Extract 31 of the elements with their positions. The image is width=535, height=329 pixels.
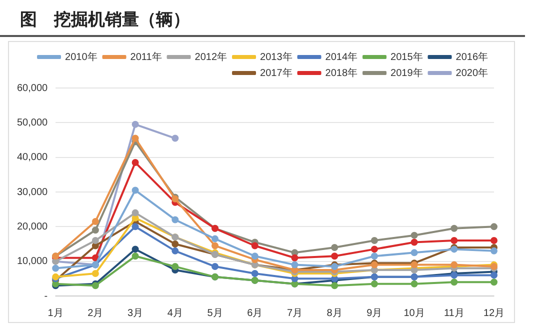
x-tick-label: 2月 bbox=[88, 308, 104, 319]
chart-title: 图 挖掘机销量（辆） bbox=[0, 4, 525, 37]
y-tick-label: 10,000 bbox=[16, 256, 48, 268]
x-tick-label: 12月 bbox=[483, 308, 505, 319]
x-tick-label: 3月 bbox=[128, 308, 144, 319]
x-tick-label: 11月 bbox=[444, 308, 464, 319]
y-tick-label: 60,000 bbox=[16, 82, 48, 94]
legend-label: 2015年 bbox=[390, 50, 423, 63]
y-tick-label: - bbox=[44, 290, 48, 302]
legend-label: 2011年 bbox=[130, 50, 162, 63]
legend-label: 2013年 bbox=[260, 50, 292, 63]
x-tick-label: 6月 bbox=[247, 308, 263, 319]
x-tick-label: 4月 bbox=[167, 308, 183, 319]
y-tick-label: 20,000 bbox=[16, 221, 48, 232]
legend-label: 2014年 bbox=[325, 50, 358, 63]
legend-label: 2012年 bbox=[194, 50, 228, 63]
y-tick-label: 40,000 bbox=[16, 152, 48, 164]
x-tick-label: 8月 bbox=[326, 308, 342, 319]
legend-label: 2016年 bbox=[456, 50, 488, 63]
x-tick-label: 10月 bbox=[404, 308, 425, 319]
legend-label: 2019年 bbox=[390, 66, 423, 79]
y-tick-label: 30,000 bbox=[16, 186, 48, 198]
y-tick-label: 50,000 bbox=[16, 117, 48, 128]
x-tick-label: 9月 bbox=[366, 308, 382, 319]
legend-label: 2010年 bbox=[65, 50, 98, 63]
legend-label: 2017年 bbox=[260, 66, 292, 79]
x-tick-label: 7月 bbox=[286, 308, 302, 319]
legend-label: 2018年 bbox=[325, 66, 358, 79]
x-tick-label: 1月 bbox=[48, 308, 64, 319]
x-tick-label: 5月 bbox=[207, 308, 223, 319]
legend-label: 2020年 bbox=[456, 66, 488, 79]
